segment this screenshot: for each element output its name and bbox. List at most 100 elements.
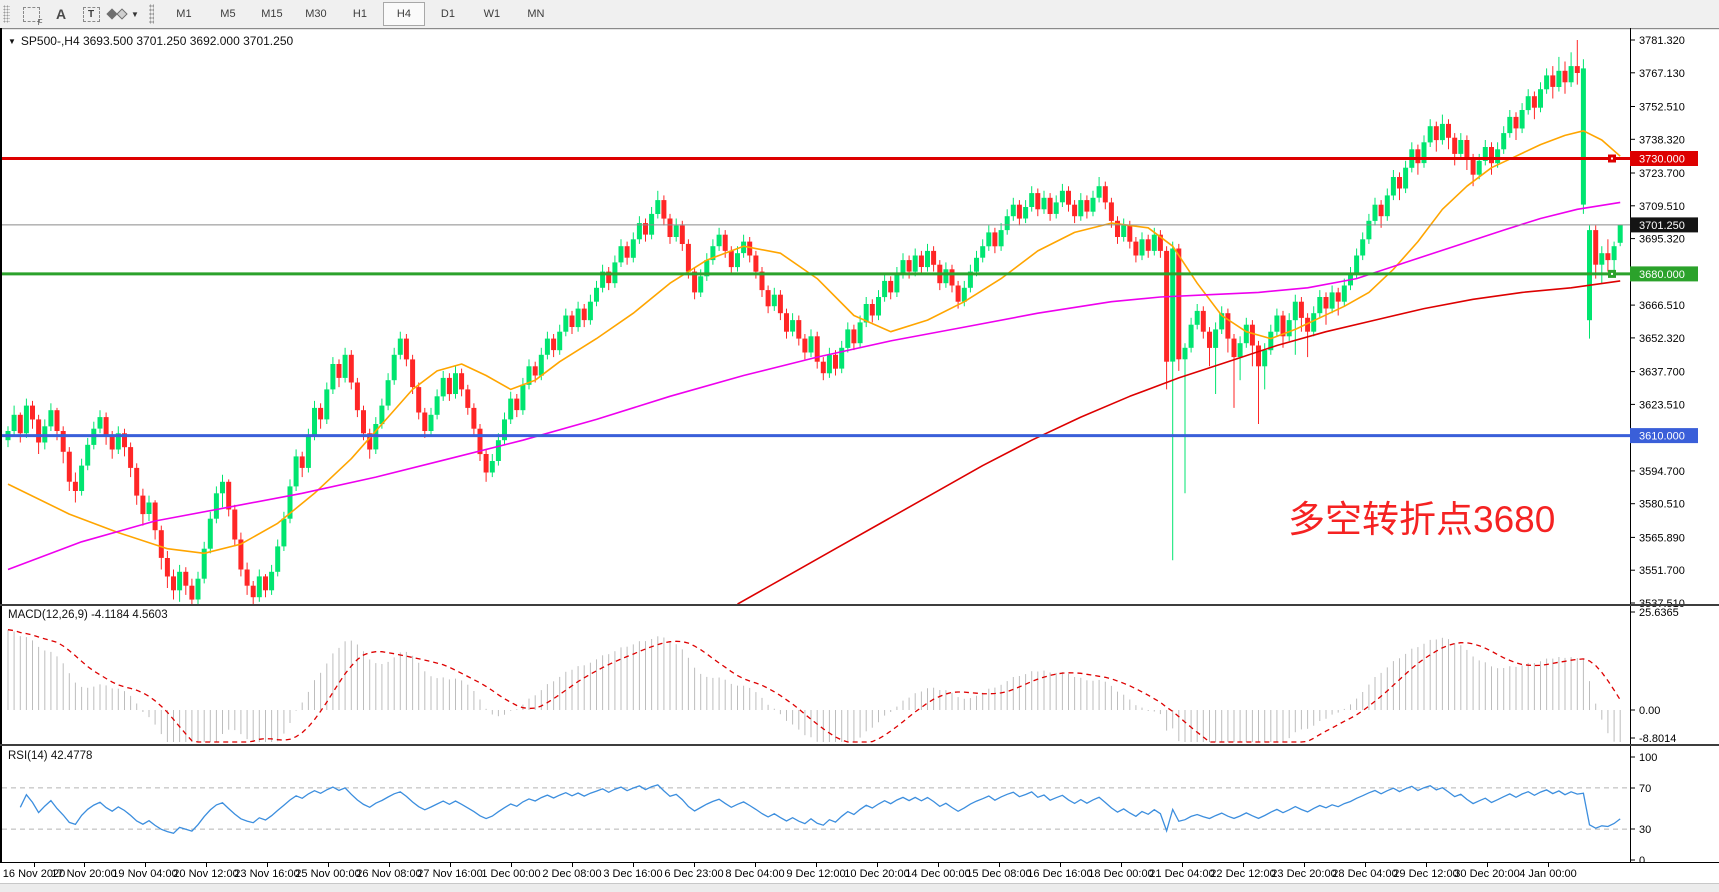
svg-text:3623.510: 3623.510 [1639, 399, 1685, 411]
shapes-tool-icon[interactable]: ▼ [106, 3, 139, 25]
chart-left-border [0, 28, 2, 862]
timeframe-button-M30[interactable]: M30 [305, 8, 327, 20]
svg-text:-8.8014: -8.8014 [1639, 733, 1676, 745]
time-axis-label: 28 Dec 04:00 [1332, 868, 1398, 880]
timeframe-button-M1[interactable]: M1 [176, 8, 192, 20]
svg-text:3580.510: 3580.510 [1639, 499, 1685, 511]
svg-text:3637.700: 3637.700 [1639, 367, 1685, 379]
time-axis-tick [633, 863, 634, 867]
window-bottom-edge [0, 883, 1719, 892]
time-axis-tick [816, 863, 817, 867]
time-axis-label: 23 Nov 16:00 [234, 868, 300, 880]
svg-text:3565.890: 3565.890 [1639, 532, 1685, 544]
symbol-ohlc-text: SP500-,H4 3693.500 3701.250 3692.000 370… [20, 34, 294, 48]
svg-text:0.00: 0.00 [1639, 705, 1660, 717]
svg-text:3695.320: 3695.320 [1639, 234, 1685, 246]
time-axis-tick [938, 863, 939, 867]
time-axis-tick [328, 863, 329, 867]
time-axis-label: 1 Dec 00:00 [481, 868, 541, 880]
price-axis[interactable]: 3781.320 3767.130 3752.510 3738.320 3723.700… [1630, 28, 1719, 862]
svg-text:3594.700: 3594.700 [1639, 466, 1685, 478]
time-axis-label: 26 Nov 08:00 [356, 868, 422, 880]
timeframe-button-D1[interactable]: D1 [440, 8, 455, 20]
rsi-label: RSI(14) 42.4778 [8, 750, 93, 762]
time-axis-tick [1365, 863, 1366, 867]
time-axis-label: 10 Dec 20:00 [844, 868, 910, 880]
time-axis-label: 21 Dec 04:00 [1149, 868, 1215, 880]
text-tool-icon[interactable]: T [78, 3, 104, 25]
time-axis-tick [1243, 863, 1244, 867]
svg-text:3610.000: 3610.000 [1639, 431, 1685, 443]
time-axis-tick [877, 863, 878, 867]
frame-tool-icon[interactable] [18, 3, 44, 27]
toolbar-border [0, 28, 1719, 29]
svg-text:100: 100 [1639, 752, 1657, 764]
svg-text:3709.510: 3709.510 [1639, 201, 1685, 213]
text-label-tool-icon[interactable]: A [55, 6, 67, 22]
svg-text:30: 30 [1639, 824, 1651, 836]
time-axis-label: 16 Dec 16:00 [1027, 868, 1093, 880]
time-axis-label: 9 Dec 12:00 [786, 868, 846, 880]
toolbar: A T ▼ M1 M5 M15 M30 H1 H4 D1 W1 MN [0, 0, 1719, 28]
time-axis-label: 20 Nov 12:00 [173, 868, 239, 880]
svg-text:3551.700: 3551.700 [1639, 565, 1685, 577]
time-axis-tick [206, 863, 207, 867]
macd-indicator-plot[interactable] [0, 606, 1630, 744]
time-axis[interactable]: 16 Nov 2020 17 Nov 20:00 19 Nov 04:00 20 No… [0, 862, 1719, 884]
svg-text:3680.000: 3680.000 [1639, 269, 1685, 281]
toolbar-grip[interactable] [3, 5, 10, 23]
macd-label: MACD(12,26,9) -4.1184 4.5603 [8, 609, 168, 621]
time-axis-label: 18 Dec 00:00 [1088, 868, 1154, 880]
chart-text-annotation[interactable]: 多空转折点3680 [1288, 499, 1556, 540]
main-chart-plot[interactable] [0, 28, 1630, 604]
svg-text:3652.320: 3652.320 [1639, 333, 1685, 345]
time-axis-tick [1426, 863, 1427, 867]
timeframe-button-H4[interactable]: H4 [382, 2, 425, 26]
timeframe-button-MN[interactable]: MN [527, 8, 545, 20]
timeframe-button-M5[interactable]: M5 [220, 8, 236, 20]
svg-text:3666.510: 3666.510 [1639, 300, 1685, 312]
timeframe-button-group: M1 M5 M15 M30 H1 H4 D1 W1 MN [162, 2, 558, 26]
timeframe-button-M15[interactable]: M15 [261, 8, 283, 20]
svg-text:3752.510: 3752.510 [1639, 102, 1685, 114]
svg-text:3701.250: 3701.250 [1639, 220, 1685, 232]
time-axis-tick [267, 863, 268, 867]
rsi-indicator-plot[interactable] [0, 746, 1630, 862]
diamond-outline-icon [116, 8, 128, 20]
time-axis-label: 19 Nov 04:00 [112, 868, 178, 880]
time-axis-tick [1304, 863, 1305, 867]
svg-text:3723.700: 3723.700 [1639, 168, 1685, 180]
time-axis-tick [84, 863, 85, 867]
time-axis-tick [34, 863, 35, 867]
symbol-header: SP500-,H4 3693.500 3701.250 3692.000 370… [8, 34, 293, 48]
toolbar-border-light [0, 29, 1719, 30]
time-axis-label: 27 Nov 16:00 [417, 868, 483, 880]
time-axis-tick [389, 863, 390, 867]
time-axis-tick [1060, 863, 1061, 867]
time-axis-label: 17 Nov 20:00 [51, 868, 117, 880]
time-axis-tick [1548, 863, 1549, 867]
svg-text:3730.000: 3730.000 [1639, 154, 1685, 166]
svg-text:70: 70 [1639, 783, 1651, 795]
svg-text:3781.320: 3781.320 [1639, 35, 1685, 47]
time-axis-label: 22 Dec 12:00 [1210, 868, 1276, 880]
timeframe-button-W1[interactable]: W1 [483, 8, 501, 20]
time-axis-tick [755, 863, 756, 867]
time-axis-label: 25 Nov 00:00 [295, 868, 361, 880]
toolbar-separator-grip[interactable] [148, 4, 154, 24]
main-macd-separator[interactable] [0, 604, 1719, 606]
time-axis-label: 29 Dec 12:00 [1393, 868, 1459, 880]
timeframe-button-H1[interactable]: H1 [352, 8, 367, 20]
time-axis-tick [1182, 863, 1183, 867]
time-axis-label: 23 Dec 20:00 [1271, 868, 1337, 880]
time-axis-label: 30 Dec 20:00 [1454, 868, 1520, 880]
time-axis-label: 6 Dec 23:00 [664, 868, 724, 880]
dropdown-caret-icon[interactable]: ▼ [131, 9, 139, 19]
time-axis-tick [999, 863, 1000, 867]
time-axis-label: 15 Dec 08:00 [966, 868, 1032, 880]
time-axis-tick [1487, 863, 1488, 867]
svg-text:3767.130: 3767.130 [1639, 68, 1685, 80]
time-axis-tick [145, 863, 146, 867]
macd-rsi-separator[interactable] [0, 744, 1719, 746]
symbol-expand-icon[interactable] [8, 34, 21, 48]
